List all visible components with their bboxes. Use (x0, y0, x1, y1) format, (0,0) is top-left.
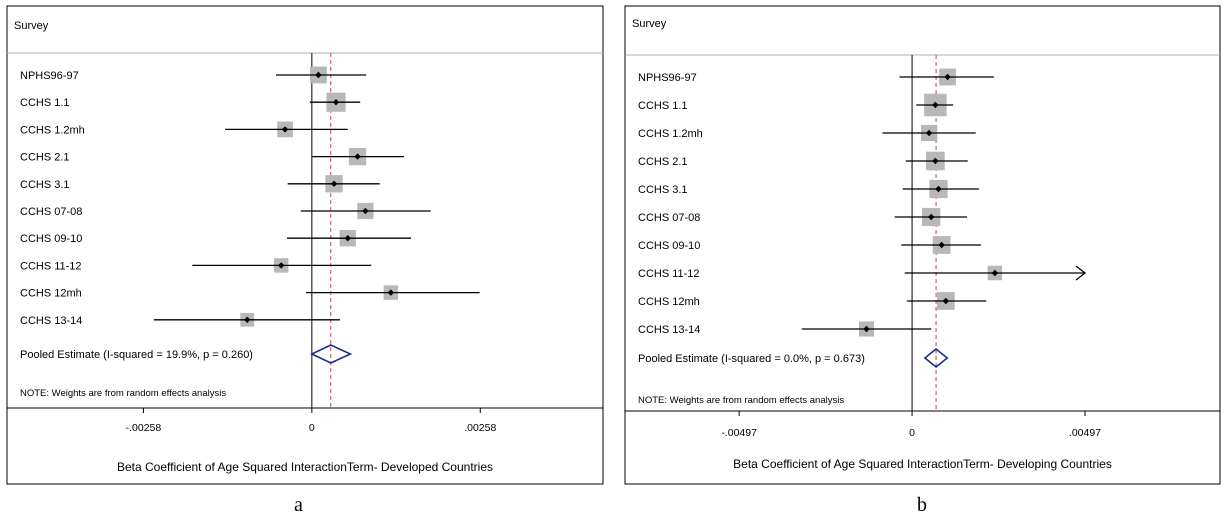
panel-frame (6, 5, 604, 485)
study-label: CCHS 12mh (638, 296, 700, 308)
point-estimate (935, 185, 942, 193)
column-header: Survey (14, 20, 49, 32)
study-label: NPHS96-97 (638, 72, 697, 84)
x-axis-title: Beta Coefficient of Age Squared Interact… (733, 457, 1112, 471)
point-estimate (925, 129, 933, 137)
study-label: CCHS 09-10 (20, 233, 82, 245)
study-label: CCHS 09-10 (638, 240, 700, 252)
x-tick-label: -.00497 (721, 427, 757, 439)
study-label: CCHS 1.1 (20, 97, 70, 109)
study-label: CCHS 07-08 (20, 206, 82, 218)
study-label: CCHS 11-12 (638, 268, 700, 280)
study-label: CCHS 1.2mh (20, 124, 85, 136)
point-estimate (927, 213, 935, 221)
study-label: CCHS 12mh (20, 288, 82, 300)
point-estimate (938, 241, 945, 249)
point-estimate (344, 235, 351, 242)
pooled-diamond (309, 344, 353, 364)
study-label: CCHS 11-12 (20, 260, 82, 272)
truncation-arrow (1075, 265, 1087, 281)
study-label: CCHS 2.1 (638, 156, 688, 168)
point-estimate (387, 289, 395, 296)
x-tick-label: -.00258 (126, 422, 162, 434)
point-estimate (991, 269, 999, 277)
pooled-diamond (923, 347, 949, 369)
study-label: CCHS 13-14 (20, 315, 82, 327)
x-axis-title: Beta Coefficient of Age Squared Interact… (117, 460, 493, 474)
point-estimate (362, 207, 369, 215)
point-estimate (944, 73, 951, 81)
x-tick-label: 0 (309, 422, 315, 434)
weights-note: NOTE: Weights are from random effects an… (20, 388, 226, 399)
study-label: CCHS 3.1 (20, 179, 70, 191)
point-estimate (354, 153, 361, 160)
study-label: CCHS 13-14 (638, 324, 700, 336)
column-header: Survey (632, 18, 667, 30)
forest-plot-a: Survey NPHS96-97 CCHS 1.1 CCHS 1.2mh CCHS 2.… (6, 5, 604, 485)
study-label: NPHS96-97 (20, 70, 79, 82)
point-estimate (932, 157, 939, 165)
point-estimate (277, 262, 285, 269)
forest-plot-b: Survey NPHS96-97 CCHS 1.1 CCHS 1.2mh CCHS 2.… (624, 5, 1221, 485)
study-label: CCHS 2.1 (20, 152, 70, 164)
point-estimate (932, 101, 939, 109)
point-estimate (244, 316, 251, 323)
panel-caption-a: a (294, 494, 303, 516)
panel-caption-b: b (917, 494, 927, 516)
study-label: CCHS 1.2mh (638, 128, 703, 140)
x-tick-label: 0 (909, 427, 915, 439)
point-estimate (942, 297, 950, 305)
pooled-label: Pooled Estimate (I-squared = 0.0%, p = 0… (638, 353, 865, 365)
point-estimate (330, 180, 338, 187)
point-estimate (332, 99, 340, 106)
x-tick-label: .00497 (1069, 427, 1101, 439)
panel-frame (624, 5, 1221, 485)
pooled-label: Pooled Estimate (I-squared = 19.9%, p = … (20, 349, 253, 361)
point-estimate (281, 126, 289, 133)
x-tick-label: .00258 (464, 422, 496, 434)
study-label: CCHS 07-08 (638, 212, 700, 224)
study-label: CCHS 3.1 (638, 184, 688, 196)
study-label: CCHS 1.1 (638, 100, 688, 112)
point-estimate (315, 71, 322, 79)
weights-note: NOTE: Weights are from random effects an… (638, 395, 844, 406)
